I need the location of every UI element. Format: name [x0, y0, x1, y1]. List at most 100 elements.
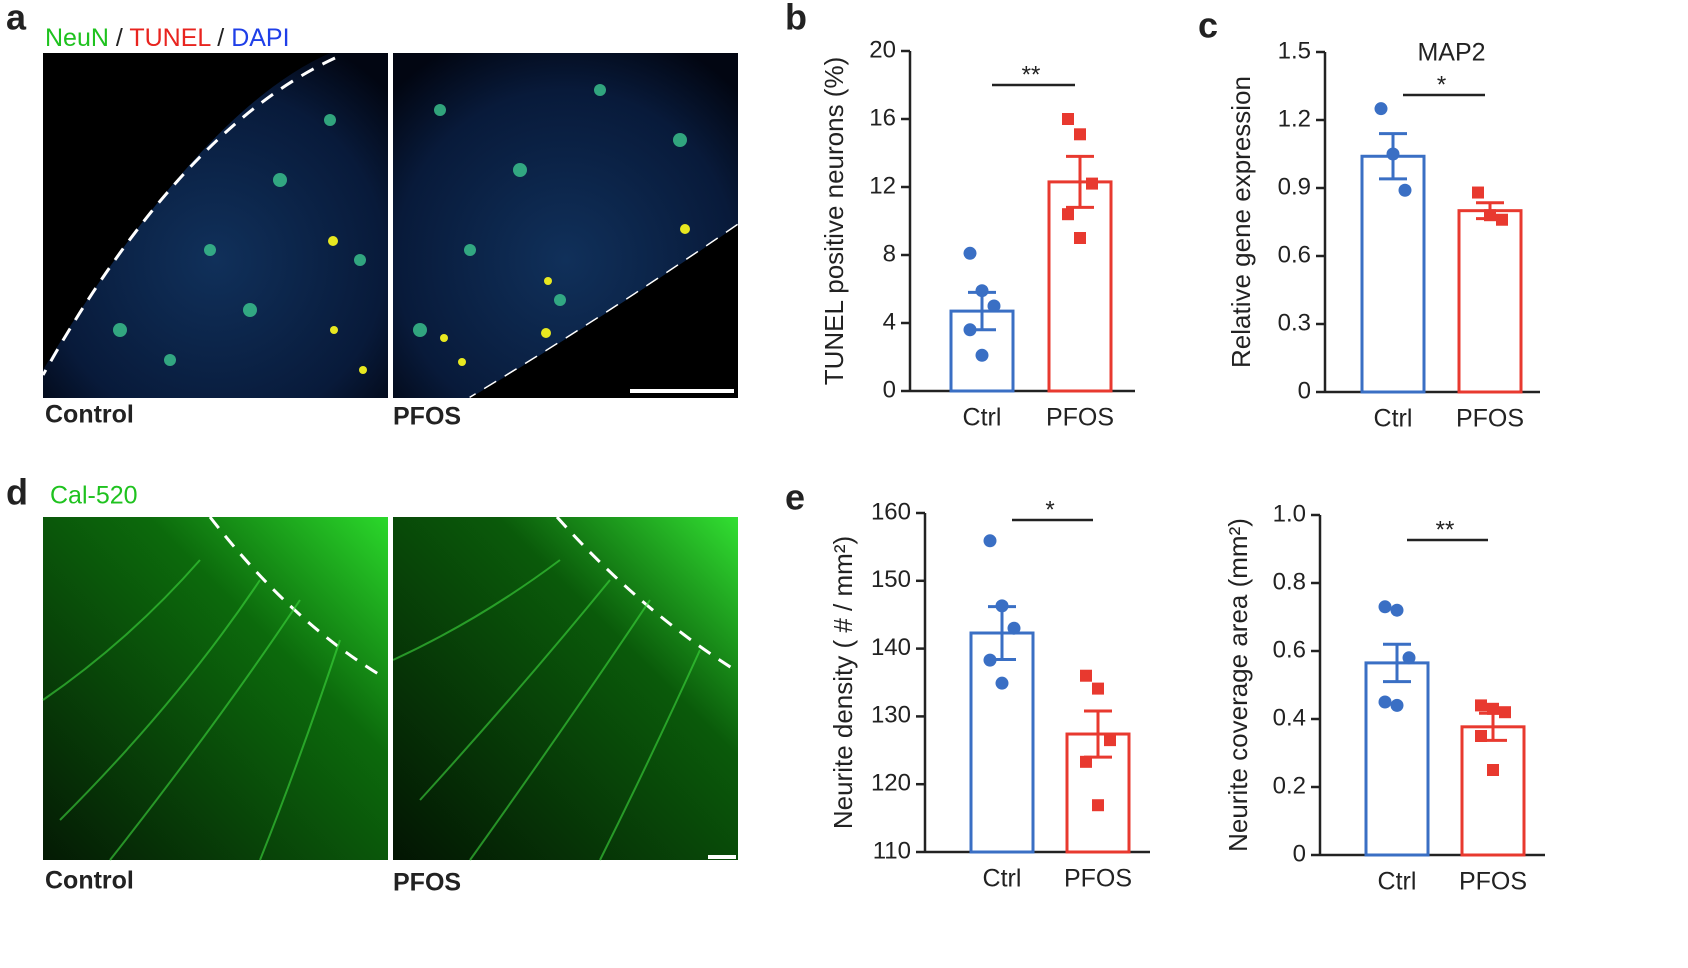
- y-tick-label: 1.0: [1273, 500, 1306, 527]
- stain-legend: NeuN / TUNEL / DAPI: [45, 24, 290, 52]
- tissue: [43, 53, 388, 398]
- scale-bar: [708, 855, 736, 859]
- image-label: PFOS: [393, 403, 461, 431]
- data-point: [1398, 183, 1412, 197]
- data-point: [1062, 113, 1074, 125]
- data-point: [1390, 698, 1404, 712]
- data-point: [1487, 702, 1499, 715]
- data-point: [1374, 102, 1388, 116]
- data-point: [983, 534, 997, 548]
- boundary: [208, 516, 381, 677]
- stain-name: /: [109, 24, 129, 52]
- image-control: [43, 517, 388, 860]
- data-point: [1074, 232, 1086, 244]
- x-tick-label: PFOS: [1456, 405, 1524, 433]
- panel-label: c: [1198, 5, 1218, 46]
- y-tick-label: 0.2: [1273, 772, 1306, 799]
- data-point: [975, 284, 989, 298]
- x-tick-label: PFOS: [1046, 404, 1114, 432]
- y-axis-label: TUNEL positive neurons (%): [819, 57, 849, 386]
- data-point: [1378, 600, 1392, 614]
- neurites: [42, 559, 701, 861]
- panel-label: d: [6, 472, 28, 513]
- bar: [1457, 209, 1523, 394]
- y-tick-label: 0.3: [1278, 309, 1311, 336]
- significance: **: [1022, 61, 1041, 88]
- x-tick-label: Ctrl: [1374, 405, 1413, 433]
- y-tick-label: 20: [869, 36, 896, 63]
- error-bar: [1066, 154, 1094, 209]
- image-label: Control: [45, 867, 134, 895]
- data-point: [1080, 669, 1092, 682]
- data-point: [1007, 621, 1021, 635]
- data-point: [1487, 764, 1499, 776]
- image-label: PFOS: [393, 869, 461, 897]
- bar: [1047, 180, 1113, 393]
- data-point: [1484, 209, 1496, 222]
- data-point: [1092, 799, 1104, 812]
- y-tick-label: 0.4: [1273, 704, 1306, 731]
- data-point: [963, 246, 977, 260]
- panel-label: e: [785, 477, 805, 518]
- y-tick-label: 110: [873, 837, 911, 864]
- boundary: [41, 56, 336, 376]
- background: [470, 225, 738, 398]
- bar: [1364, 661, 1430, 857]
- data-point: [1378, 695, 1392, 709]
- x-tick-label: PFOS: [1459, 868, 1527, 896]
- data-point: [1390, 603, 1404, 617]
- stain-name: NeuN: [45, 24, 109, 52]
- significance: *: [1437, 71, 1446, 98]
- y-tick-label: 0.9: [1278, 173, 1311, 200]
- data-point: [1074, 128, 1086, 141]
- image-pfos: [393, 517, 738, 860]
- stain-name: TUNEL: [129, 24, 211, 52]
- y-tick-label: 8: [883, 240, 896, 267]
- y-tick-label: 120: [871, 770, 911, 797]
- tunel-cells: [328, 224, 690, 374]
- y-tick-label: 12: [869, 172, 896, 199]
- x-tick-label: Ctrl: [983, 865, 1022, 893]
- data-point: [1402, 651, 1416, 665]
- data-point: [963, 323, 977, 337]
- y-tick-label: 0: [1298, 377, 1311, 404]
- y-tick-label: 140: [871, 634, 911, 661]
- stain-legend: Cal-520: [50, 482, 138, 510]
- data-point: [1472, 186, 1484, 199]
- panel-label: b: [785, 0, 807, 38]
- data-point: [1475, 699, 1487, 712]
- error-bar: [1383, 642, 1411, 684]
- panel-label: a: [6, 0, 27, 38]
- bar: [969, 631, 1035, 854]
- data-point: [1104, 734, 1116, 747]
- data-point: [1092, 682, 1104, 695]
- data-point: [975, 348, 989, 362]
- y-tick-label: 1.5: [1278, 37, 1311, 64]
- data-point: [1499, 706, 1511, 719]
- data-point: [983, 653, 997, 667]
- bar: [1460, 725, 1526, 857]
- image-label: Control: [45, 401, 134, 429]
- data-point: [1386, 147, 1400, 161]
- significance: *: [1045, 496, 1054, 523]
- stain-name: DAPI: [231, 24, 289, 52]
- cells: [113, 84, 687, 366]
- data-point: [1496, 213, 1508, 226]
- boundary: [555, 516, 736, 672]
- data-point: [1475, 730, 1487, 742]
- significance: **: [1436, 516, 1455, 543]
- y-tick-label: 150: [871, 566, 911, 593]
- data-point: [995, 676, 1009, 690]
- y-tick-label: 4: [883, 308, 896, 335]
- y-axis-label: Neurite density ( # / mm²): [828, 536, 858, 829]
- x-tick-label: Ctrl: [963, 404, 1002, 432]
- y-tick-label: 160: [871, 498, 911, 525]
- y-tick-label: 16: [869, 104, 896, 131]
- data-point: [987, 299, 1001, 313]
- y-tick-label: 1.2: [1278, 105, 1311, 132]
- y-tick-label: 130: [871, 702, 911, 729]
- y-axis-label: Neurite coverage area (mm²): [1223, 518, 1253, 852]
- y-tick-label: 0.6: [1273, 636, 1306, 663]
- y-axis-label: Relative gene expression: [1226, 76, 1256, 368]
- scale-bar: [630, 389, 734, 393]
